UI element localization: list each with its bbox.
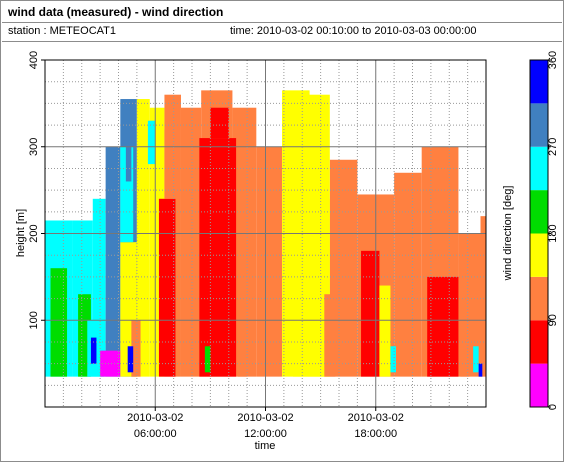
heatmap-patch xyxy=(90,337,97,364)
x-tick-label-time: 06:00:00 xyxy=(134,428,177,440)
y-tick-label: 200 xyxy=(28,224,40,242)
heatmap-patch xyxy=(125,103,132,182)
x-tick-label-date: 2010-03-02 xyxy=(237,412,293,424)
colorbar xyxy=(529,59,549,408)
colorbar-tick-label: 180 xyxy=(547,224,559,242)
heatmap-region xyxy=(105,146,121,377)
heatmap-patch xyxy=(324,294,336,377)
x-tick-label-date: 2010-03-02 xyxy=(127,412,183,424)
x-tick-label-time: 12:00:00 xyxy=(244,428,287,440)
colorbar-swatch xyxy=(530,276,548,321)
heatmap-region xyxy=(136,99,150,377)
heatmap-patch xyxy=(50,268,68,377)
heatmap-patch xyxy=(473,346,479,373)
x-axis-ticks: 2010-03-02 06:00:00 2010-03-02 12:00:00 2010… xyxy=(127,407,404,440)
heatmap-patch xyxy=(237,285,248,377)
heatmap-patch xyxy=(204,346,211,373)
y-axis-label: height [m] xyxy=(15,209,27,257)
grid-lines xyxy=(45,60,486,407)
colorbar-tick-label: 90 xyxy=(547,314,559,326)
y-axis-ticks: 100 200 300 400 xyxy=(28,51,45,329)
colorbar-label: wind direction [deg] xyxy=(502,186,514,282)
title-bar: wind data (measured) - wind direction xyxy=(2,2,562,23)
heatmap-patch xyxy=(427,276,459,377)
heatmap-patch xyxy=(293,94,330,377)
x-tick-label-date: 2010-03-02 xyxy=(348,412,404,424)
colorbar-ticks: 0 90 180 270 360 xyxy=(547,51,559,410)
heatmap-patch xyxy=(361,250,380,377)
colorbar-swatch xyxy=(530,233,548,277)
heatmap-region xyxy=(256,146,283,377)
heatmap-region xyxy=(180,107,202,377)
heatmap-patch xyxy=(127,346,134,373)
info-bar: station : METEOCAT1 time: 2010-03-02 00:… xyxy=(2,23,562,42)
heatmap-patch xyxy=(164,129,180,199)
y-tick-label: 400 xyxy=(28,51,40,69)
heatmap-patch xyxy=(158,198,176,377)
heatmap-patch xyxy=(131,320,141,377)
colorbar-swatch xyxy=(530,363,548,407)
colorbar-tick-label: 270 xyxy=(547,138,559,156)
y-tick-label: 100 xyxy=(28,311,40,329)
heatmap-cells xyxy=(45,90,486,377)
colorbar-swatch xyxy=(530,60,548,104)
colorbar-swatch xyxy=(530,103,548,147)
heatmap-patch xyxy=(210,107,229,139)
heatmap-patch xyxy=(460,233,470,377)
station-label: station : METEOCAT1 xyxy=(8,25,116,37)
colorbar-swatch xyxy=(530,320,548,364)
heatmap-region xyxy=(394,172,422,377)
heatmap-patch xyxy=(199,138,237,377)
time-range-label: time: 2010-03-02 00:10:00 to 2010-03-03 … xyxy=(230,25,477,37)
x-axis-label: time xyxy=(255,440,276,452)
colorbar-tick-label: 0 xyxy=(547,404,559,410)
colorbar-swatch xyxy=(530,190,548,234)
x-tick-label-time: 18:00:00 xyxy=(354,428,397,440)
heatmap-patch xyxy=(100,350,121,377)
heatmap-patch xyxy=(379,285,391,377)
chart-title: wind data (measured) - wind direction xyxy=(8,5,224,19)
heatmap-region xyxy=(480,216,486,377)
heatmap-patch xyxy=(478,363,483,377)
colorbar-tick-label: 360 xyxy=(547,51,559,69)
heatmap-patch xyxy=(390,346,396,373)
y-tick-label: 300 xyxy=(28,138,40,156)
heatmap-patch xyxy=(147,120,156,165)
colorbar-swatch xyxy=(530,146,548,191)
